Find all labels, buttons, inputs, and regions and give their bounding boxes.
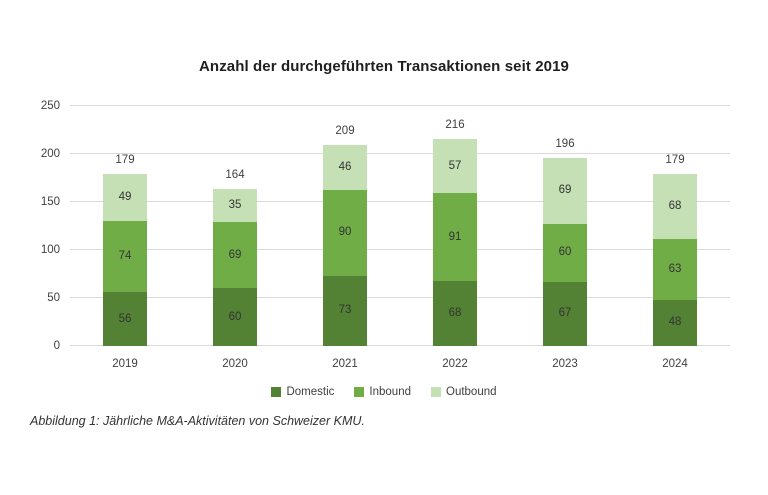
segment-value-label: 69: [228, 248, 242, 261]
segment-value-label: 68: [448, 306, 462, 319]
legend: Domestic Inbound Outbound: [0, 386, 768, 398]
segment-value-label: 67: [558, 307, 572, 320]
bar-segment-domestic: 67: [543, 281, 587, 346]
x-tick-label: 2023: [552, 358, 578, 370]
bar-segment-outbound: 49: [103, 174, 147, 222]
bar-segment-outbound: 35: [213, 188, 257, 223]
segment-value-label: 35: [228, 198, 242, 211]
bar-total-label: 179: [665, 154, 685, 167]
y-tick-label: 0: [53, 340, 60, 352]
bars-row: 179 56 74 49 164 60 69 35 209 73 90 46 216 68 91 57 196 6…: [70, 106, 730, 346]
y-tick-label: 50: [47, 292, 60, 304]
bar-column: 179 48 63 68: [620, 154, 730, 346]
segment-value-label: 60: [558, 246, 572, 259]
segment-value-label: 91: [448, 230, 462, 243]
bar-segment-outbound: 57: [433, 138, 477, 194]
segment-value-label: 68: [668, 200, 682, 213]
chart-title: Anzahl der durchgeführten Transaktionen …: [199, 58, 569, 75]
x-tick-label: 2022: [442, 358, 468, 370]
segment-value-label: 90: [338, 226, 352, 239]
y-tick-label: 100: [40, 244, 60, 256]
bar-segment-domestic: 60: [213, 288, 257, 346]
segment-value-label: 69: [558, 184, 572, 197]
bar-total-label: 209: [335, 125, 355, 138]
plot-area: 179 56 74 49 164 60 69 35 209 73 90 46 216 68 91 57 196 6…: [70, 105, 730, 346]
bar-column: 179 56 74 49: [70, 154, 180, 346]
gridline: [70, 153, 730, 154]
gridline: [70, 201, 730, 202]
x-tick-label: 2019: [112, 358, 138, 370]
legend-item-domestic: Domestic: [271, 386, 334, 398]
bar-segment-domestic: 68: [433, 280, 477, 346]
segment-value-label: 73: [338, 304, 352, 317]
legend-swatch-inbound: [354, 387, 365, 397]
legend-swatch-domestic: [271, 387, 282, 397]
segment-value-label: 57: [448, 159, 462, 172]
bar-total-label: 164: [225, 168, 245, 181]
bar-segment-inbound: 74: [103, 221, 147, 293]
legend-label: Inbound: [369, 386, 411, 398]
segment-value-label: 48: [668, 316, 682, 329]
legend-label: Outbound: [446, 386, 497, 398]
bar-column: 209 73 90 46: [290, 125, 400, 346]
y-tick-label: 250: [40, 100, 60, 112]
segment-value-label: 60: [228, 310, 242, 323]
x-tick-label: 2021: [332, 358, 358, 370]
bar-column: 196 67 60 69: [510, 138, 620, 346]
bar-segment-inbound: 90: [323, 189, 367, 276]
bar-stack: 56 74 49: [103, 174, 147, 346]
y-tick-label: 200: [40, 148, 60, 160]
bar-column: 216 68 91 57: [400, 119, 510, 346]
bar-segment-domestic: 48: [653, 299, 697, 346]
bar-total-label: 216: [445, 118, 465, 131]
gridline: [70, 345, 730, 346]
bar-stack: 68 91 57: [433, 138, 477, 346]
figure-caption: Abbildung 1: Jährliche M&A-Aktivitäten v…: [30, 414, 365, 428]
bar-segment-inbound: 63: [653, 239, 697, 300]
bar-stack: 67 60 69: [543, 157, 587, 346]
y-axis-labels: 0 50 100 150 200 250: [14, 100, 60, 352]
bar-segment-inbound: 60: [543, 224, 587, 282]
y-tick-label: 150: [40, 196, 60, 208]
legend-label: Domestic: [286, 386, 335, 398]
legend-item-inbound: Inbound: [354, 386, 411, 398]
bar-total-label: 179: [115, 154, 135, 167]
x-tick-label: 2024: [662, 358, 688, 370]
legend-item-outbound: Outbound: [431, 386, 497, 398]
gridline: [70, 297, 730, 298]
segment-value-label: 56: [118, 312, 132, 325]
bar-stack: 73 90 46: [323, 145, 367, 346]
bar-column: 164 60 69 35: [180, 169, 290, 346]
bar-stack: 48 63 68: [653, 174, 697, 346]
bar-segment-outbound: 46: [323, 145, 367, 190]
bar-segment-outbound: 68: [653, 174, 697, 240]
gridline: [70, 105, 730, 106]
legend-swatch-outbound: [431, 387, 441, 397]
bar-stack: 60 69 35: [213, 188, 257, 346]
bar-segment-inbound: 69: [213, 222, 257, 289]
segment-value-label: 74: [118, 250, 132, 263]
segment-value-label: 63: [668, 263, 682, 276]
bar-segment-inbound: 91: [433, 193, 477, 281]
x-axis-labels: 2019 2020 2021 2022 2023 2024: [70, 358, 730, 370]
segment-value-label: 46: [338, 160, 352, 173]
bar-segment-outbound: 69: [543, 157, 587, 225]
bar-total-label: 196: [555, 137, 575, 150]
bar-segment-domestic: 73: [323, 275, 367, 346]
x-tick-label: 2020: [222, 358, 248, 370]
bar-segment-domestic: 56: [103, 292, 147, 346]
segment-value-label: 49: [118, 191, 132, 204]
gridline: [70, 249, 730, 250]
